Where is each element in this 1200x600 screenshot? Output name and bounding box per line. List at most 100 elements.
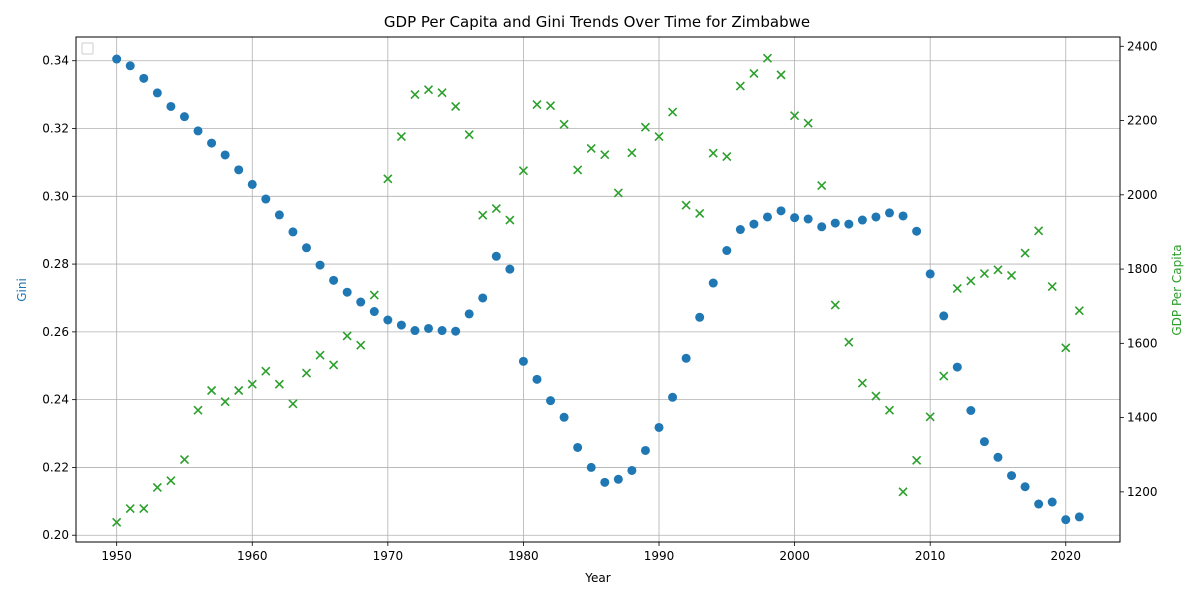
gini-series bbox=[112, 54, 1084, 525]
gini-point bbox=[329, 275, 339, 285]
gini-point bbox=[1047, 497, 1057, 507]
gini-point bbox=[410, 326, 420, 336]
gini-point bbox=[1074, 512, 1084, 522]
gdp-point bbox=[735, 81, 745, 91]
x-tick-label: 1990 bbox=[644, 549, 675, 563]
gini-point bbox=[1007, 471, 1017, 481]
gdp-point bbox=[125, 504, 135, 514]
y-right-tick-label: 1800 bbox=[1127, 262, 1158, 276]
gdp-point bbox=[857, 378, 867, 388]
y-left-tick-label: 0.24 bbox=[42, 393, 69, 407]
x-tick-label: 1980 bbox=[508, 549, 539, 563]
gini-point bbox=[654, 422, 664, 432]
gdp-point bbox=[1047, 281, 1057, 292]
y-axis-left-title: Gini bbox=[15, 278, 29, 302]
gdp-point bbox=[952, 283, 962, 293]
gini-point bbox=[681, 353, 691, 363]
gini-point bbox=[139, 73, 149, 83]
gini-point bbox=[152, 88, 162, 98]
gdp-point bbox=[139, 504, 149, 514]
gini-point bbox=[898, 211, 908, 221]
gini-point bbox=[451, 326, 461, 336]
gini-point bbox=[925, 269, 935, 279]
gdp-point bbox=[220, 397, 230, 407]
gdp-point bbox=[817, 180, 827, 191]
gdp-point bbox=[356, 340, 366, 350]
y-axis-left: 0.20 0.22 0.24 0.26 0.28 0.30 0.32 0.34 bbox=[42, 54, 76, 542]
gini-point bbox=[220, 150, 230, 160]
gini-point bbox=[1061, 515, 1071, 525]
gdp-point bbox=[1020, 248, 1030, 258]
gdp-point bbox=[179, 455, 190, 465]
gdp-point bbox=[518, 166, 528, 176]
gini-point bbox=[179, 112, 189, 122]
gdp-point bbox=[695, 208, 705, 218]
x-tick-label: 1960 bbox=[237, 549, 268, 563]
gdp-series bbox=[112, 53, 1084, 527]
gini-point bbox=[207, 138, 217, 148]
gdp-point bbox=[640, 122, 651, 132]
gini-point bbox=[1034, 499, 1044, 509]
y-left-tick-label: 0.28 bbox=[42, 257, 69, 271]
gdp-point bbox=[451, 101, 461, 112]
gini-point bbox=[844, 219, 854, 229]
gini-point bbox=[776, 206, 786, 216]
gdp-point bbox=[383, 174, 393, 184]
gdp-point bbox=[315, 350, 325, 360]
gdp-point bbox=[776, 70, 786, 80]
gdp-point bbox=[396, 131, 406, 142]
gdp-point bbox=[464, 130, 474, 140]
gdp-point bbox=[939, 371, 949, 381]
gini-point bbox=[288, 227, 298, 237]
gini-point bbox=[952, 362, 962, 372]
gini-point bbox=[912, 226, 922, 236]
x-axis-title: Year bbox=[584, 571, 610, 585]
gdp-point bbox=[722, 152, 732, 162]
gdp-point bbox=[573, 165, 583, 175]
gdp-point bbox=[627, 148, 637, 158]
gdp-point bbox=[830, 300, 840, 310]
gini-point bbox=[1020, 482, 1030, 492]
gdp-point bbox=[600, 150, 610, 160]
gdp-point bbox=[152, 482, 162, 492]
gdp-point bbox=[1034, 226, 1044, 236]
gini-point bbox=[369, 307, 379, 317]
y-left-tick-label: 0.34 bbox=[42, 54, 69, 68]
gini-point bbox=[695, 312, 705, 322]
gdp-point bbox=[301, 368, 312, 378]
gini-point bbox=[885, 208, 895, 218]
gdp-point bbox=[993, 265, 1003, 275]
gini-point bbox=[668, 392, 678, 402]
gdp-point bbox=[613, 188, 623, 198]
gini-point bbox=[817, 222, 827, 232]
gini-point bbox=[342, 287, 352, 297]
gini-point bbox=[790, 213, 800, 223]
gini-point bbox=[234, 165, 244, 175]
gini-point bbox=[586, 462, 596, 472]
gini-point bbox=[478, 293, 488, 303]
gini-point bbox=[640, 445, 650, 455]
gdp-point bbox=[166, 476, 176, 486]
y-right-tick-label: 1400 bbox=[1127, 411, 1158, 425]
gdp-point bbox=[912, 455, 922, 465]
gdp-point bbox=[437, 88, 447, 98]
gini-point bbox=[532, 374, 542, 384]
gini-point bbox=[762, 212, 772, 222]
gini-point bbox=[830, 218, 840, 228]
y-axis-right: 1200 1400 1600 1800 2000 2200 2400 bbox=[1120, 39, 1158, 499]
gini-point bbox=[315, 260, 325, 270]
gini-point bbox=[112, 54, 122, 64]
plot-frame bbox=[75, 36, 1121, 543]
gdp-point bbox=[369, 290, 379, 300]
gini-point bbox=[966, 405, 976, 415]
gdp-point bbox=[681, 200, 691, 210]
gini-point bbox=[993, 452, 1003, 462]
gdp-point bbox=[247, 379, 257, 389]
gdp-point bbox=[762, 53, 773, 63]
gdp-point bbox=[423, 85, 434, 95]
gini-point bbox=[722, 246, 732, 256]
x-tick-label: 2020 bbox=[1050, 549, 1081, 563]
gini-point bbox=[491, 251, 501, 261]
gdp-point bbox=[1061, 343, 1071, 353]
